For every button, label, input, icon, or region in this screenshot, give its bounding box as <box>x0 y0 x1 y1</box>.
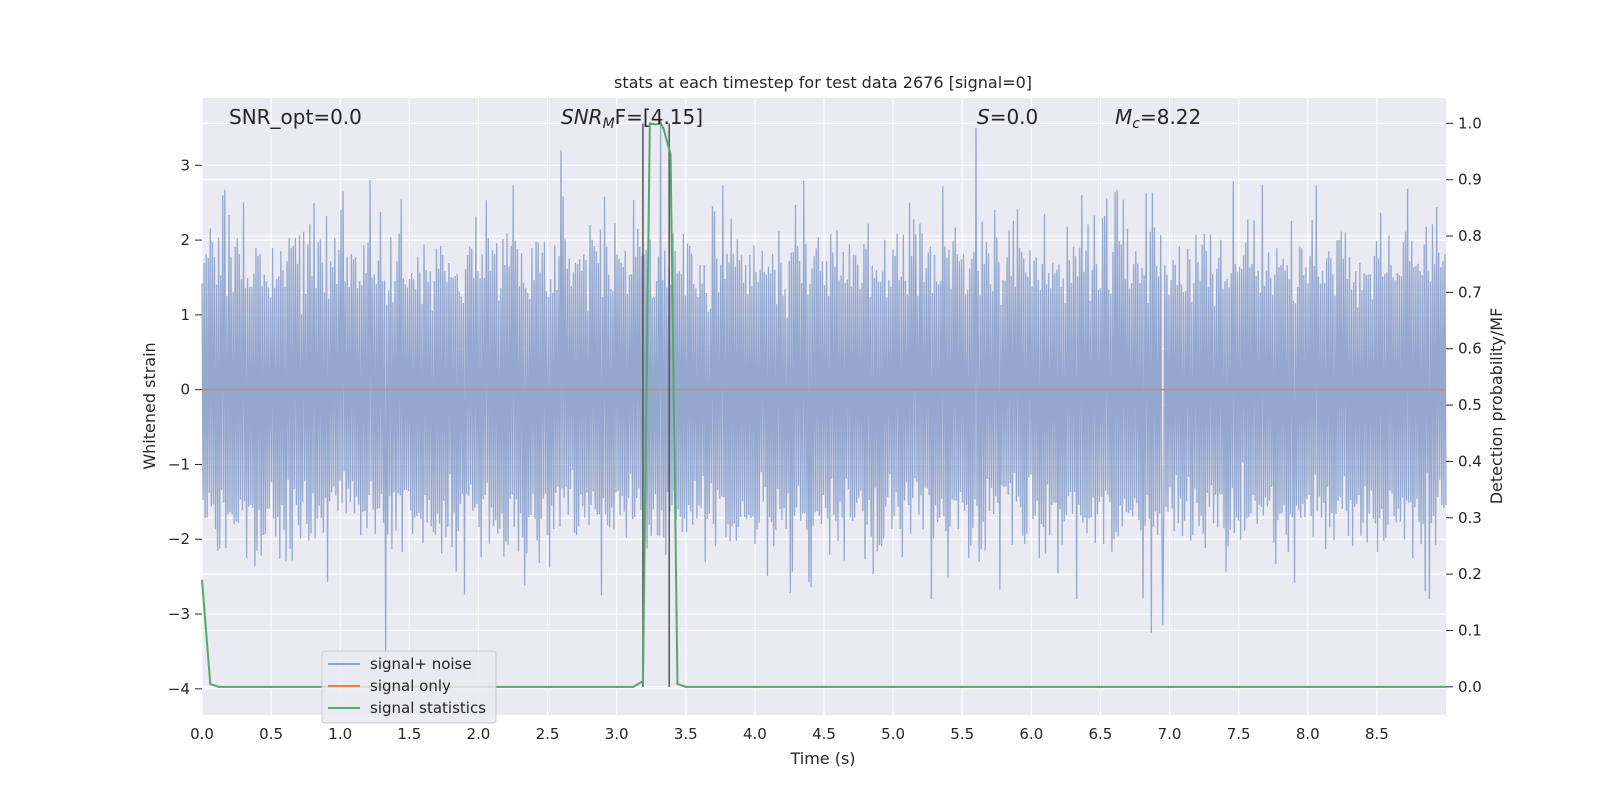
annotation-s-value: =0.0 <box>990 105 1039 129</box>
annotation-snr-mf-suffix: F=[4.15] <box>615 105 703 129</box>
y-tick-label: −4 <box>168 680 190 698</box>
y-tick-label: −2 <box>168 530 190 548</box>
y-right-tick-label: 0.7 <box>1458 283 1482 301</box>
x-tick-label: 8.0 <box>1296 725 1320 743</box>
y-right-tick-label: 0.3 <box>1458 509 1482 527</box>
y-right-tick-label: 0.9 <box>1458 171 1482 189</box>
y-right-tick-label: 0.1 <box>1458 621 1482 639</box>
y-tick-label: 0 <box>180 381 190 399</box>
y-axis-label-right: Detection probability/MF <box>1487 308 1506 505</box>
y-right-tick-label: 0.0 <box>1458 678 1482 696</box>
x-tick-label: 0.0 <box>190 725 214 743</box>
y-right-tick-label: 0.8 <box>1458 227 1482 245</box>
overlay <box>201 122 1446 688</box>
annotation-s: S=0.0 <box>977 105 1038 129</box>
x-tick-label: 4.0 <box>743 725 767 743</box>
y-right-tick-label: 1.0 <box>1458 114 1482 132</box>
legend-box <box>321 650 497 724</box>
x-tick-label: 2.5 <box>536 725 560 743</box>
y-tick-label: −1 <box>168 455 190 473</box>
x-tick-label: 6.5 <box>1089 725 1113 743</box>
annotation-mc-value: =8.22 <box>1140 105 1201 129</box>
x-tick-label: 3.0 <box>605 725 629 743</box>
y-tick-label: 1 <box>180 306 190 324</box>
y-right-tick-label: 0.6 <box>1458 340 1482 358</box>
x-tick-label: 5.0 <box>881 725 905 743</box>
annotation-snr-mf-sub: M <box>603 116 615 132</box>
annotations: SNR_opt=0.0 SNRMF=[4.15] S=0.0 Mc=8.22 <box>229 105 1201 132</box>
x-tick-label: 1.0 <box>328 725 352 743</box>
ticks: 0.0 0.5 1.0 1.5 2.0 2.5 3.0 3.5 4.0 4.5 5.0 5.5 6.0 6… <box>168 114 1482 743</box>
annotation-mc-sub: c <box>1132 116 1140 132</box>
x-tick-label: 0.5 <box>259 725 283 743</box>
x-tick-label: 3.5 <box>674 725 698 743</box>
annotation-snr-mf: SNRMF=[4.15] <box>561 105 703 132</box>
y-right-tick-label: 0.4 <box>1458 452 1482 470</box>
y-axis-label: Whitened strain <box>140 342 159 469</box>
x-tick-label: 1.5 <box>397 725 421 743</box>
x-tick-label: 2.0 <box>467 725 491 743</box>
y-tick-label: 3 <box>180 156 190 174</box>
chart-title: stats at each timestep for test data 267… <box>614 73 1032 92</box>
annotation-mc-var: M <box>1115 105 1132 129</box>
x-tick-label: 8.5 <box>1365 725 1389 743</box>
y-tick-label: 2 <box>180 231 190 249</box>
y-tick-label: −3 <box>168 605 190 623</box>
legend: signal+ noise signal only signal statist… <box>321 650 497 724</box>
annotation-snr-opt: SNR_opt=0.0 <box>229 105 362 129</box>
x-tick-label: 4.5 <box>812 725 836 743</box>
x-axis-label: Time (s) <box>789 749 855 768</box>
annotation-mc: Mc=8.22 <box>1115 105 1201 132</box>
y-right-tick-label: 0.5 <box>1458 396 1482 414</box>
x-tick-label: 7.5 <box>1227 725 1251 743</box>
annotation-snr-mf-prefix: SNR <box>561 105 603 129</box>
x-tick-label: 5.5 <box>950 725 974 743</box>
y-right-tick-label: 0.2 <box>1458 565 1482 583</box>
x-tick-label: 6.0 <box>1019 725 1043 743</box>
annotation-s-var: S <box>977 105 990 129</box>
legend-label-signal-noise: signal+ noise <box>370 655 472 673</box>
signal-statistics-line <box>201 122 1446 688</box>
legend-label-signal-statistics: signal statistics <box>370 699 486 717</box>
x-tick-label: 7.0 <box>1158 725 1182 743</box>
legend-label-signal-only: signal only <box>370 677 451 695</box>
